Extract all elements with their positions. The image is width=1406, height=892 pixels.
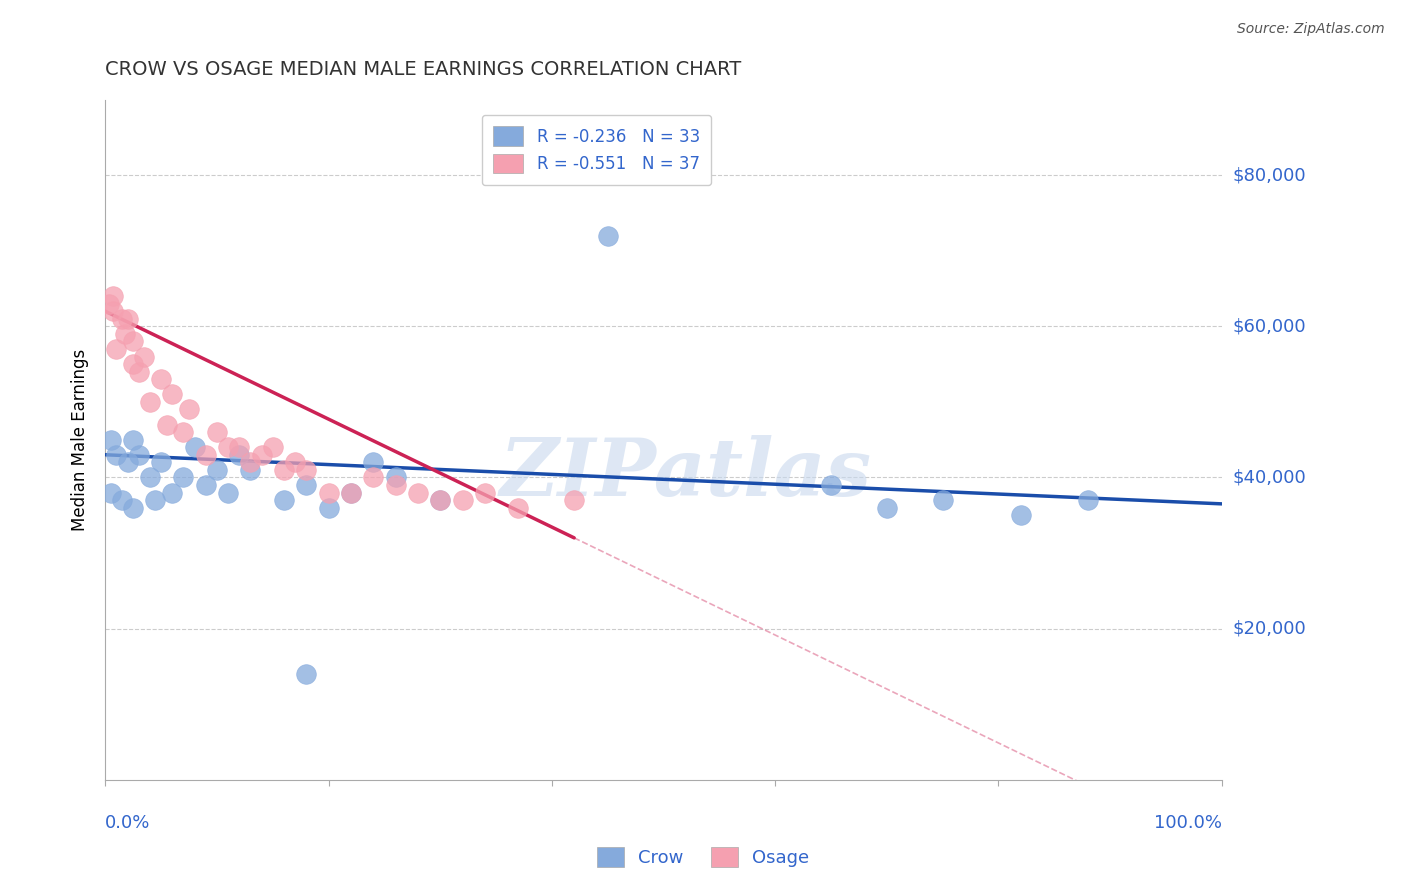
Point	[217, 440, 239, 454]
Point	[508, 500, 530, 515]
Text: $80,000: $80,000	[1233, 166, 1306, 184]
Text: ZIPatlas: ZIPatlas	[499, 435, 872, 512]
Point	[318, 500, 340, 515]
Point	[384, 470, 406, 484]
Point	[194, 478, 217, 492]
Point	[100, 433, 122, 447]
Point	[1077, 493, 1099, 508]
Point	[150, 455, 173, 469]
Point	[128, 448, 150, 462]
Point	[145, 493, 167, 508]
Point	[820, 478, 842, 492]
Point	[562, 493, 585, 508]
Point	[284, 455, 307, 469]
Point	[122, 334, 145, 349]
Point	[239, 463, 262, 477]
Point	[128, 365, 150, 379]
Point	[122, 433, 145, 447]
Point	[273, 463, 295, 477]
Point	[250, 448, 273, 462]
Text: $40,000: $40,000	[1233, 468, 1306, 486]
Point	[150, 372, 173, 386]
Point	[596, 228, 619, 243]
Point	[228, 440, 250, 454]
Point	[172, 425, 194, 439]
Point	[194, 448, 217, 462]
Point	[205, 463, 228, 477]
Point	[295, 463, 318, 477]
Point	[114, 326, 136, 341]
Point	[177, 402, 200, 417]
Point	[172, 470, 194, 484]
Point	[97, 296, 120, 310]
Point	[361, 455, 384, 469]
Point	[340, 485, 363, 500]
Point	[105, 342, 128, 356]
Point	[429, 493, 451, 508]
Point	[105, 448, 128, 462]
Text: Source: ZipAtlas.com: Source: ZipAtlas.com	[1237, 22, 1385, 37]
Point	[117, 455, 139, 469]
Point	[183, 440, 205, 454]
Point	[139, 395, 162, 409]
Point	[384, 478, 406, 492]
Point	[262, 440, 284, 454]
Text: CROW VS OSAGE MEDIAN MALE EARNINGS CORRELATION CHART: CROW VS OSAGE MEDIAN MALE EARNINGS CORRE…	[105, 60, 741, 78]
Point	[101, 289, 124, 303]
Legend: R = -0.236   N = 33, R = -0.551   N = 37: R = -0.236 N = 33, R = -0.551 N = 37	[481, 115, 711, 185]
Point	[429, 493, 451, 508]
Point	[228, 448, 250, 462]
Point	[340, 485, 363, 500]
Y-axis label: Median Male Earnings: Median Male Earnings	[72, 349, 89, 531]
Point	[134, 350, 156, 364]
Point	[1010, 508, 1032, 523]
Point	[361, 470, 384, 484]
Point	[160, 387, 183, 401]
Point	[139, 470, 162, 484]
Point	[239, 455, 262, 469]
Point	[156, 417, 179, 432]
Point	[101, 304, 124, 318]
Point	[111, 493, 134, 508]
Point	[217, 485, 239, 500]
Text: 100.0%: 100.0%	[1154, 814, 1222, 832]
Text: $60,000: $60,000	[1233, 318, 1306, 335]
Point	[876, 500, 898, 515]
Point	[318, 485, 340, 500]
Text: 0.0%: 0.0%	[105, 814, 150, 832]
Point	[100, 485, 122, 500]
Point	[295, 666, 318, 681]
Text: $20,000: $20,000	[1233, 620, 1306, 638]
Point	[122, 357, 145, 371]
Point	[451, 493, 474, 508]
Point	[273, 493, 295, 508]
Point	[205, 425, 228, 439]
Point	[295, 478, 318, 492]
Point	[474, 485, 496, 500]
Point	[122, 500, 145, 515]
Point	[406, 485, 429, 500]
Legend: Crow, Osage: Crow, Osage	[589, 839, 817, 874]
Point	[111, 311, 134, 326]
Point	[931, 493, 953, 508]
Point	[117, 311, 139, 326]
Point	[160, 485, 183, 500]
